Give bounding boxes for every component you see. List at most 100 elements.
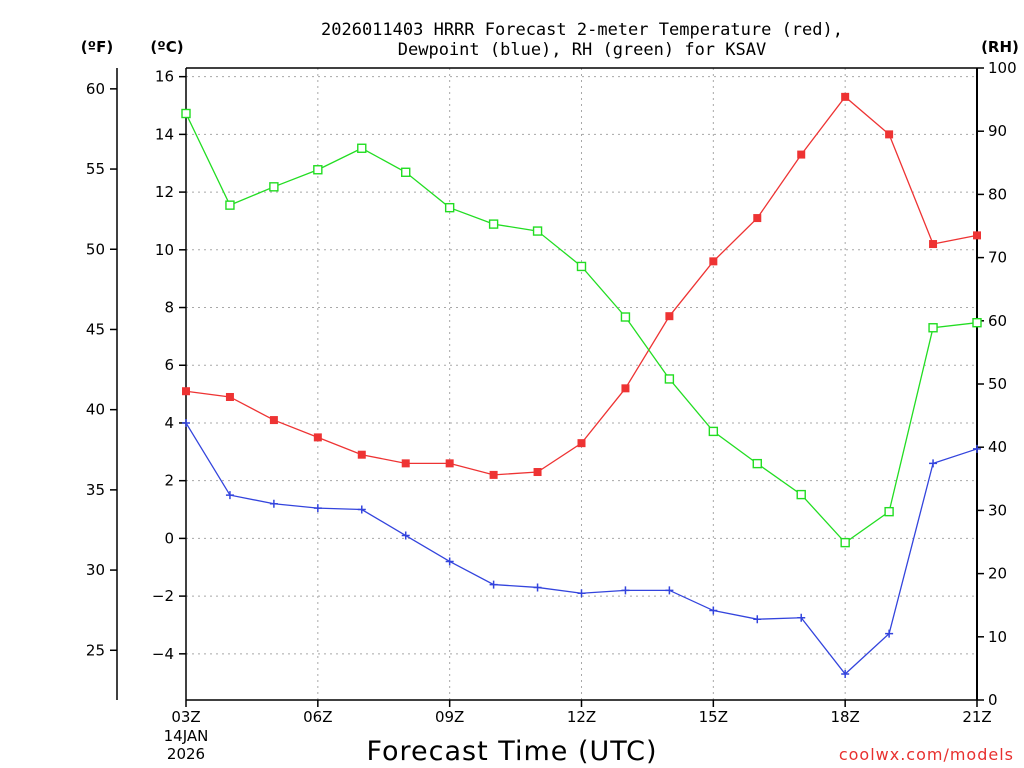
rh-tick-label: 0 — [988, 691, 998, 709]
dewpoint-point — [225, 491, 234, 500]
temperature-point — [621, 384, 630, 393]
fahrenheit-tick-label: 55 — [86, 160, 105, 178]
rh-point — [444, 202, 455, 213]
rh-point — [620, 312, 631, 322]
rh-point — [401, 167, 411, 177]
temperature-point — [665, 312, 674, 321]
rh-tick-label: 80 — [988, 185, 1007, 203]
x-axis-ticks: 03Z 06Z 09Z 12Z 15Z 18Z 21Z — [171, 700, 992, 726]
dewpoint-point — [973, 444, 981, 453]
rh-point — [357, 143, 367, 153]
rh-point — [928, 323, 938, 333]
celsius-tick-label: 14 — [155, 125, 174, 143]
dewpoint-point — [797, 613, 806, 622]
rh-tick-label: 100 — [988, 59, 1017, 77]
dewpoint-point — [357, 505, 366, 514]
fahrenheit-tick-label: 60 — [86, 80, 105, 98]
x-tick-label: 18Z — [830, 708, 859, 726]
dewpoint-point — [753, 615, 762, 624]
rh-point — [708, 426, 719, 437]
rh-point — [488, 219, 499, 229]
fahrenheit-tick-label: 25 — [86, 641, 105, 659]
rh-tick-label: 60 — [988, 312, 1007, 330]
rh-tick-label: 40 — [988, 438, 1007, 456]
dewpoint-point — [665, 586, 674, 595]
rh-tick-label: 50 — [988, 375, 1007, 393]
temperature-series — [182, 92, 981, 479]
celsius-tick-label: 10 — [155, 241, 174, 259]
temperature-point — [313, 433, 322, 442]
rh-tick-label: 70 — [988, 249, 1007, 267]
rh-point — [269, 182, 279, 192]
temperature-point — [182, 387, 190, 396]
celsius-tick-label: 16 — [155, 68, 174, 86]
rh-point — [532, 226, 543, 236]
chart-title-line1: 2026011403 HRRR Forecast 2-meter Tempera… — [321, 20, 843, 40]
x-tick-label: 06Z — [303, 708, 332, 726]
rh-tick-label: 90 — [988, 122, 1007, 140]
rh-axis-ticks: 0 10 20 30 40 50 60 70 80 90 100 — [977, 59, 1017, 709]
celsius-axis-ticks: −4 −2 0 2 4 6 8 10 12 14 16 — [152, 68, 186, 663]
x-tick-label: 15Z — [699, 708, 728, 726]
fahrenheit-tick-label: 35 — [86, 481, 105, 499]
x-axis-title: Forecast Time (UTC) — [366, 736, 657, 767]
rh-point — [796, 489, 806, 500]
fahrenheit-tick-label: 30 — [86, 561, 105, 579]
rh-point — [840, 537, 850, 548]
date-label-year: 2026 — [167, 745, 205, 763]
dewpoint-point — [313, 504, 322, 513]
rh-point — [576, 261, 587, 272]
dewpoint-series — [182, 418, 981, 679]
date-label-month: 14JAN — [164, 727, 209, 745]
temperature-point — [489, 470, 498, 479]
x-tick-label: 09Z — [435, 708, 464, 726]
rh-point — [752, 458, 762, 469]
chart-title-line2: Dewpoint (blue), RH (green) for KSAV — [398, 40, 766, 60]
celsius-tick-label: −2 — [152, 587, 174, 605]
celsius-tick-label: 6 — [164, 356, 174, 374]
dewpoint-point — [489, 580, 498, 589]
temperature-point — [797, 150, 806, 159]
rh-unit-label: (RH) — [981, 38, 1019, 56]
dewpoint-point — [533, 583, 542, 592]
dewpoint-point — [929, 459, 938, 468]
celsius-unit-label: (ºC) — [150, 38, 183, 56]
rh-point — [313, 165, 323, 175]
dewpoint-point — [709, 606, 718, 615]
fahrenheit-unit-label: (ºF) — [81, 38, 113, 56]
dewpoint-point — [885, 629, 894, 638]
temperature-point — [973, 231, 981, 240]
fahrenheit-tick-label: 50 — [86, 240, 105, 258]
rh-point — [181, 108, 191, 119]
temperature-point — [577, 439, 586, 448]
rh-point — [972, 317, 982, 328]
rh-tick-label: 10 — [988, 628, 1007, 646]
temperature-point — [753, 214, 762, 223]
rh-tick-label: 30 — [988, 501, 1007, 519]
dewpoint-point — [621, 586, 630, 595]
temperature-point — [445, 459, 454, 468]
temperature-point — [841, 92, 850, 101]
rh-point — [664, 374, 675, 384]
celsius-tick-label: 0 — [164, 529, 174, 547]
celsius-tick-label: 12 — [155, 183, 174, 201]
rh-point — [225, 200, 235, 210]
temperature-point — [225, 392, 234, 401]
celsius-tick-label: 2 — [164, 472, 174, 490]
dewpoint-point — [401, 531, 410, 540]
fahrenheit-tick-label: 40 — [86, 401, 105, 419]
celsius-tick-label: 4 — [164, 414, 174, 432]
rh-tick-label: 20 — [988, 565, 1007, 583]
temperature-point — [357, 450, 366, 459]
x-tick-label: 12Z — [567, 708, 596, 726]
temperature-point — [929, 240, 938, 249]
celsius-tick-label: 8 — [164, 299, 174, 317]
celsius-tick-label: −4 — [152, 645, 174, 663]
temperature-point — [709, 257, 718, 266]
x-tick-label: 03Z — [171, 708, 200, 726]
temperature-point — [533, 468, 542, 477]
series-group — [181, 92, 982, 679]
rh-series — [181, 108, 982, 548]
grid-lines — [185, 68, 978, 700]
